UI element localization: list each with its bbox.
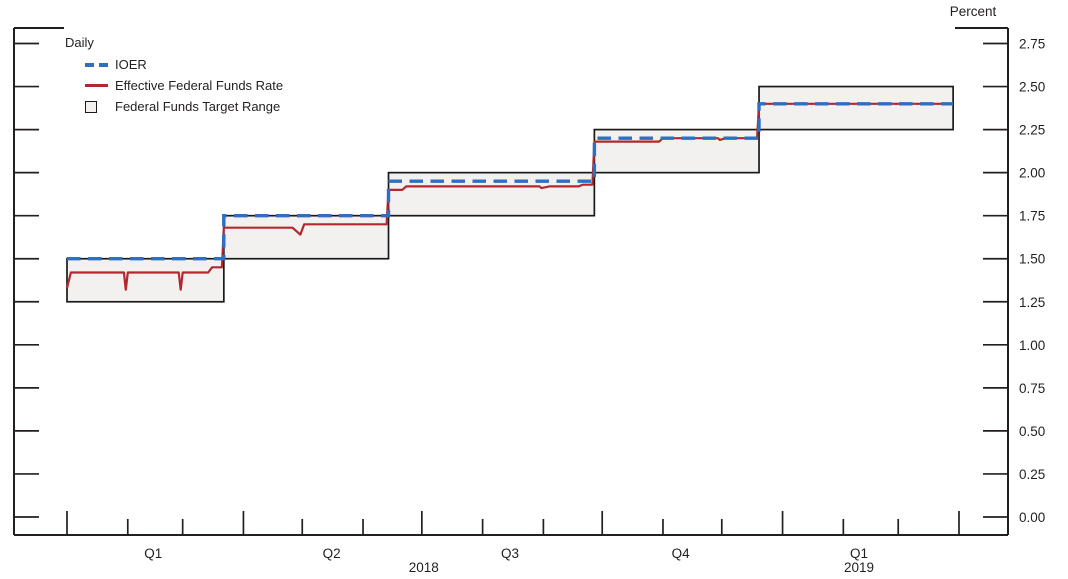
target-range-box (387, 171, 596, 217)
target-range-box (593, 128, 760, 174)
x-quarter-label: Q4 (672, 546, 691, 561)
y-tick-label: 2.75 (1019, 37, 1045, 52)
ioer-line (67, 102, 954, 261)
legend-item-ioer: IOER (65, 54, 283, 75)
x-year-label: 2019 (844, 560, 874, 575)
legend-label-effr: Effective Federal Funds Rate (115, 78, 284, 93)
y-tick-label: 2.25 (1019, 123, 1045, 138)
y-tick-label: 1.50 (1019, 252, 1045, 267)
ioer-dashed-line-swatch (85, 62, 109, 67)
x-quarter-label: Q1 (850, 546, 868, 561)
y-axis-unit-label: Percent (949, 4, 997, 19)
legend-title: Daily (65, 35, 94, 50)
target-range-box (66, 257, 225, 303)
x-quarter-label: Q1 (144, 546, 162, 561)
y-tick-label: 2.00 (1019, 166, 1045, 181)
legend-item-target-range: Federal Funds Target Range (65, 96, 283, 117)
effr-line-swatch (85, 84, 109, 87)
legend-label-target-range: Federal Funds Target Range (115, 99, 281, 114)
y-tick-label: 1.00 (1019, 338, 1045, 353)
y-tick-label: 0.75 (1019, 381, 1045, 396)
y-tick-label: 1.75 (1019, 209, 1045, 224)
x-quarter-label: Q3 (501, 546, 519, 561)
target-range-box (222, 214, 390, 260)
y-tick-label: 2.50 (1019, 80, 1045, 95)
y-tick-label: 1.25 (1019, 295, 1045, 310)
x-quarter-label: Q2 (323, 546, 341, 561)
legend: Daily IOER Effective Federal Funds Rate … (65, 35, 283, 117)
y-tick-label: 0.00 (1019, 510, 1045, 525)
legend-item-effr: Effective Federal Funds Rate (65, 75, 283, 96)
y-tick-label: 0.50 (1019, 424, 1045, 439)
x-year-label: 2018 (409, 560, 439, 575)
y-tick-label: 0.25 (1019, 467, 1045, 482)
target-range-box (758, 85, 954, 131)
legend-label-ioer: IOER (115, 57, 147, 72)
target-range-box-swatch (85, 100, 109, 113)
